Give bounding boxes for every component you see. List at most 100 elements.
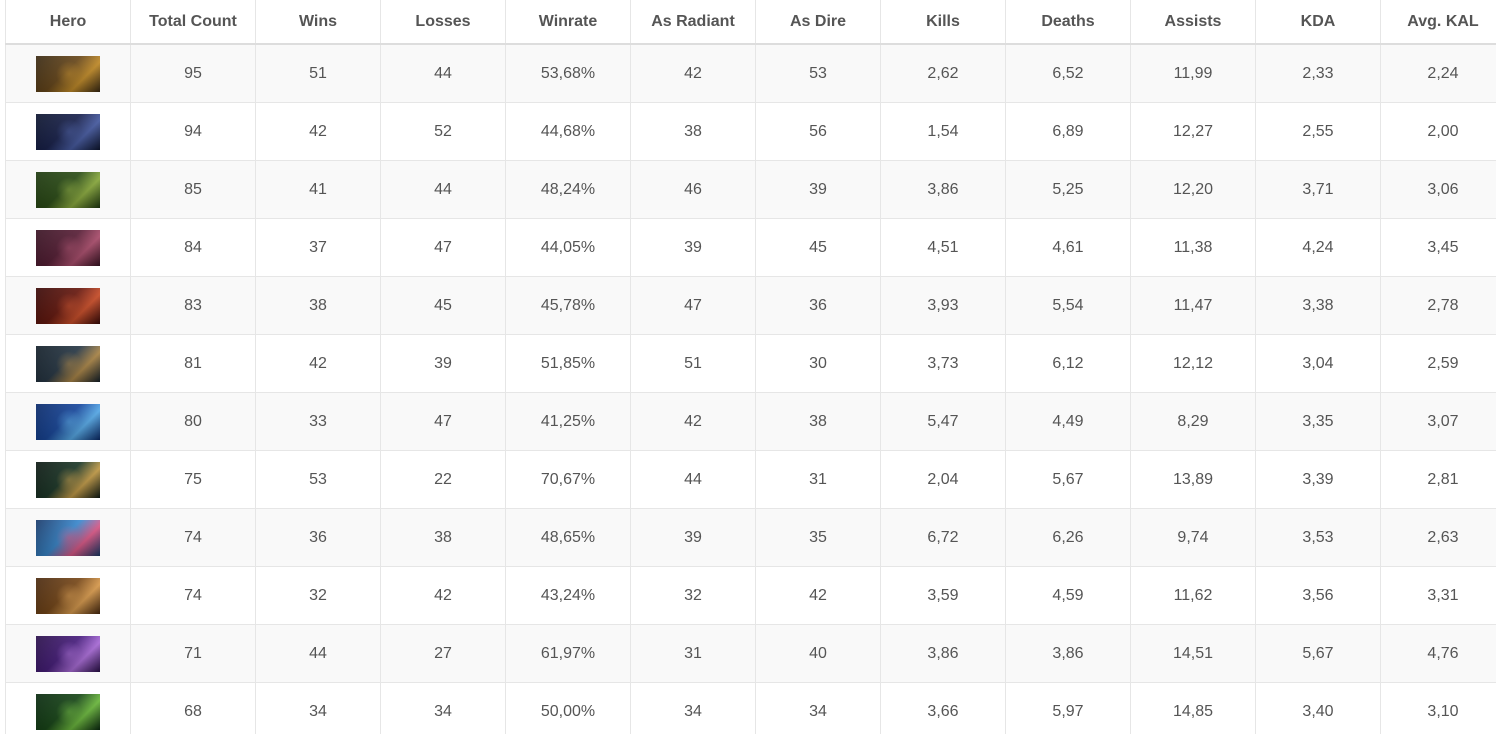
- hero-portrait-icon[interactable]: [36, 55, 100, 92]
- hero-cell: [5, 392, 131, 451]
- cell-kda: 4,24: [1255, 218, 1381, 277]
- cell-as-radiant: 34: [630, 682, 756, 734]
- table-row[interactable]: 71 44 27 61,97% 31 40 3,86 3,86 14,51 5,67 4,76: [5, 624, 1496, 683]
- cell-wins: 41: [255, 160, 381, 219]
- column-header-hero[interactable]: Hero: [5, 0, 131, 45]
- cell-kda: 2,55: [1255, 102, 1381, 161]
- table-row[interactable]: 95 51 44 53,68% 42 53 2,62 6,52 11,99 2,33 2,24: [5, 44, 1496, 103]
- cell-assists: 12,12: [1130, 334, 1256, 393]
- cell-kda: 2,33: [1255, 44, 1381, 103]
- cell-as-dire: 35: [755, 508, 881, 567]
- column-header-avg-kal[interactable]: Avg. KAL: [1380, 0, 1496, 45]
- cell-avg-kal: 2,78: [1380, 276, 1496, 335]
- cell-winrate: 48,24%: [505, 160, 631, 219]
- cell-total-count: 84: [130, 218, 256, 277]
- table-row[interactable]: 83 38 45 45,78% 47 36 3,93 5,54 11,47 3,38 2,78: [5, 276, 1496, 335]
- cell-kills: 3,66: [880, 682, 1006, 734]
- column-header-losses[interactable]: Losses: [380, 0, 506, 45]
- cell-losses: 38: [380, 508, 506, 567]
- column-header-kda[interactable]: KDA: [1255, 0, 1381, 45]
- column-header-winrate[interactable]: Winrate: [505, 0, 631, 45]
- cell-losses: 22: [380, 450, 506, 509]
- cell-kills: 3,59: [880, 566, 1006, 625]
- cell-avg-kal: 2,24: [1380, 44, 1496, 103]
- table-row[interactable]: 85 41 44 48,24% 46 39 3,86 5,25 12,20 3,71 3,06: [5, 160, 1496, 219]
- column-header-as-dire[interactable]: As Dire: [755, 0, 881, 45]
- cell-as-radiant: 32: [630, 566, 756, 625]
- cell-as-dire: 42: [755, 566, 881, 625]
- hero-cell: [5, 508, 131, 567]
- hero-cell: [5, 276, 131, 335]
- hero-portrait-icon[interactable]: [36, 403, 100, 440]
- cell-kda: 3,04: [1255, 334, 1381, 393]
- cell-losses: 34: [380, 682, 506, 734]
- hero-portrait-icon[interactable]: [36, 461, 100, 498]
- cell-deaths: 5,54: [1005, 276, 1131, 335]
- cell-deaths: 6,26: [1005, 508, 1131, 567]
- cell-winrate: 44,05%: [505, 218, 631, 277]
- cell-total-count: 74: [130, 508, 256, 567]
- table-row[interactable]: 74 32 42 43,24% 32 42 3,59 4,59 11,62 3,56 3,31: [5, 566, 1496, 625]
- cell-deaths: 6,12: [1005, 334, 1131, 393]
- cell-wins: 38: [255, 276, 381, 335]
- hero-portrait-icon[interactable]: [36, 345, 100, 382]
- cell-as-dire: 39: [755, 160, 881, 219]
- cell-total-count: 75: [130, 450, 256, 509]
- cell-kills: 3,93: [880, 276, 1006, 335]
- column-header-kills[interactable]: Kills: [880, 0, 1006, 45]
- cell-wins: 53: [255, 450, 381, 509]
- table-row[interactable]: 84 37 47 44,05% 39 45 4,51 4,61 11,38 4,24 3,45: [5, 218, 1496, 277]
- table-row[interactable]: 81 42 39 51,85% 51 30 3,73 6,12 12,12 3,04 2,59: [5, 334, 1496, 393]
- cell-assists: 14,51: [1130, 624, 1256, 683]
- column-header-as-radiant[interactable]: As Radiant: [630, 0, 756, 45]
- table-row[interactable]: 94 42 52 44,68% 38 56 1,54 6,89 12,27 2,55 2,00: [5, 102, 1496, 161]
- cell-winrate: 43,24%: [505, 566, 631, 625]
- cell-winrate: 61,97%: [505, 624, 631, 683]
- cell-wins: 36: [255, 508, 381, 567]
- cell-assists: 8,29: [1130, 392, 1256, 451]
- table-body: 95 51 44 53,68% 42 53 2,62 6,52 11,99 2,33 2,24 94 4…: [5, 44, 1496, 734]
- cell-losses: 27: [380, 624, 506, 683]
- table-row[interactable]: 74 36 38 48,65% 39 35 6,72 6,26 9,74 3,53 2,63: [5, 508, 1496, 567]
- cell-losses: 47: [380, 392, 506, 451]
- cell-kills: 2,04: [880, 450, 1006, 509]
- hero-portrait-icon[interactable]: [36, 577, 100, 614]
- table-row[interactable]: 75 53 22 70,67% 44 31 2,04 5,67 13,89 3,39 2,81: [5, 450, 1496, 509]
- hero-portrait-icon[interactable]: [36, 635, 100, 672]
- hero-cell: [5, 102, 131, 161]
- cell-assists: 12,20: [1130, 160, 1256, 219]
- hero-portrait-icon[interactable]: [36, 229, 100, 266]
- cell-wins: 44: [255, 624, 381, 683]
- cell-total-count: 85: [130, 160, 256, 219]
- cell-kda: 5,67: [1255, 624, 1381, 683]
- cell-total-count: 81: [130, 334, 256, 393]
- cell-wins: 34: [255, 682, 381, 734]
- cell-losses: 44: [380, 160, 506, 219]
- cell-as-dire: 45: [755, 218, 881, 277]
- cell-assists: 11,47: [1130, 276, 1256, 335]
- cell-deaths: 5,97: [1005, 682, 1131, 734]
- cell-losses: 47: [380, 218, 506, 277]
- column-header-total-count[interactable]: Total Count: [130, 0, 256, 45]
- cell-winrate: 44,68%: [505, 102, 631, 161]
- cell-wins: 42: [255, 102, 381, 161]
- hero-portrait-icon[interactable]: [36, 113, 100, 150]
- column-header-deaths[interactable]: Deaths: [1005, 0, 1131, 45]
- cell-total-count: 83: [130, 276, 256, 335]
- column-header-wins[interactable]: Wins: [255, 0, 381, 45]
- table-row[interactable]: 80 33 47 41,25% 42 38 5,47 4,49 8,29 3,35 3,07: [5, 392, 1496, 451]
- table-row[interactable]: 68 34 34 50,00% 34 34 3,66 5,97 14,85 3,40 3,10: [5, 682, 1496, 734]
- cell-avg-kal: 3,31: [1380, 566, 1496, 625]
- cell-assists: 14,85: [1130, 682, 1256, 734]
- cell-winrate: 51,85%: [505, 334, 631, 393]
- hero-portrait-icon[interactable]: [36, 287, 100, 324]
- cell-kills: 1,54: [880, 102, 1006, 161]
- hero-portrait-icon[interactable]: [36, 171, 100, 208]
- column-header-assists[interactable]: Assists: [1130, 0, 1256, 45]
- hero-portrait-icon[interactable]: [36, 693, 100, 730]
- cell-as-radiant: 46: [630, 160, 756, 219]
- cell-total-count: 68: [130, 682, 256, 734]
- cell-avg-kal: 4,76: [1380, 624, 1496, 683]
- hero-portrait-icon[interactable]: [36, 519, 100, 556]
- cell-as-radiant: 42: [630, 44, 756, 103]
